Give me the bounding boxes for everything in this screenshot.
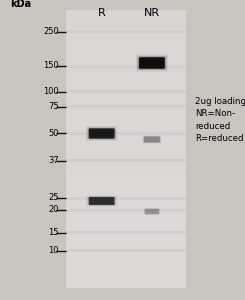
Bar: [66, 103, 186, 112]
FancyBboxPatch shape: [90, 198, 113, 204]
Bar: [66, 90, 186, 93]
FancyBboxPatch shape: [139, 57, 165, 69]
FancyBboxPatch shape: [144, 136, 160, 143]
Text: 20: 20: [48, 206, 59, 214]
Bar: [66, 10, 186, 20]
FancyBboxPatch shape: [88, 197, 115, 205]
Bar: [66, 20, 186, 29]
Bar: [66, 56, 186, 66]
Text: NR: NR: [144, 8, 160, 17]
Text: 250: 250: [43, 27, 59, 36]
Bar: [66, 251, 186, 260]
FancyBboxPatch shape: [89, 128, 115, 139]
FancyBboxPatch shape: [141, 60, 162, 66]
Bar: [66, 249, 186, 252]
Text: 37: 37: [48, 156, 59, 165]
FancyBboxPatch shape: [86, 126, 117, 141]
Bar: [66, 75, 186, 85]
Bar: [66, 214, 186, 223]
FancyBboxPatch shape: [144, 208, 160, 215]
Text: 2ug loading
NR=Non-
reduced
R=reduced: 2ug loading NR=Non- reduced R=reduced: [195, 97, 245, 143]
Bar: [66, 132, 186, 135]
Bar: [66, 140, 186, 149]
Bar: [66, 159, 186, 162]
Bar: [66, 158, 186, 168]
FancyBboxPatch shape: [89, 129, 114, 138]
Bar: [66, 186, 186, 196]
FancyBboxPatch shape: [88, 128, 116, 139]
FancyBboxPatch shape: [143, 136, 161, 143]
Bar: [66, 167, 186, 177]
Bar: [66, 105, 186, 108]
Bar: [66, 269, 186, 279]
FancyBboxPatch shape: [136, 55, 168, 71]
Text: kDa: kDa: [10, 0, 31, 9]
Text: 50: 50: [48, 129, 59, 138]
Text: 10: 10: [48, 246, 59, 255]
Bar: [66, 84, 186, 94]
Bar: [66, 121, 186, 131]
FancyBboxPatch shape: [139, 57, 165, 69]
Bar: [66, 208, 186, 211]
Bar: [66, 64, 186, 68]
Bar: [66, 278, 186, 288]
FancyBboxPatch shape: [140, 59, 164, 67]
Bar: [66, 38, 186, 47]
Bar: [66, 177, 186, 186]
Bar: [66, 11, 186, 288]
Bar: [66, 130, 186, 140]
Bar: [66, 242, 186, 251]
Bar: [66, 93, 186, 103]
FancyBboxPatch shape: [91, 130, 112, 136]
FancyBboxPatch shape: [145, 209, 159, 214]
Bar: [66, 29, 186, 38]
Text: 25: 25: [48, 194, 59, 202]
Bar: [66, 112, 186, 122]
Bar: [66, 149, 186, 158]
Text: 75: 75: [48, 102, 59, 111]
Bar: [66, 196, 186, 200]
Text: 15: 15: [48, 228, 59, 237]
FancyBboxPatch shape: [145, 209, 159, 214]
Bar: [66, 205, 186, 214]
Bar: [66, 223, 186, 232]
Bar: [66, 66, 186, 75]
Bar: [66, 260, 186, 269]
Text: 100: 100: [43, 87, 59, 96]
Text: 150: 150: [43, 61, 59, 70]
Bar: [66, 47, 186, 57]
Text: R: R: [98, 8, 106, 17]
Bar: [66, 195, 186, 205]
Bar: [66, 232, 186, 242]
Bar: [66, 231, 186, 234]
Bar: [66, 30, 186, 33]
FancyBboxPatch shape: [137, 56, 166, 70]
FancyBboxPatch shape: [144, 137, 160, 142]
FancyBboxPatch shape: [86, 196, 117, 206]
FancyBboxPatch shape: [89, 197, 115, 205]
